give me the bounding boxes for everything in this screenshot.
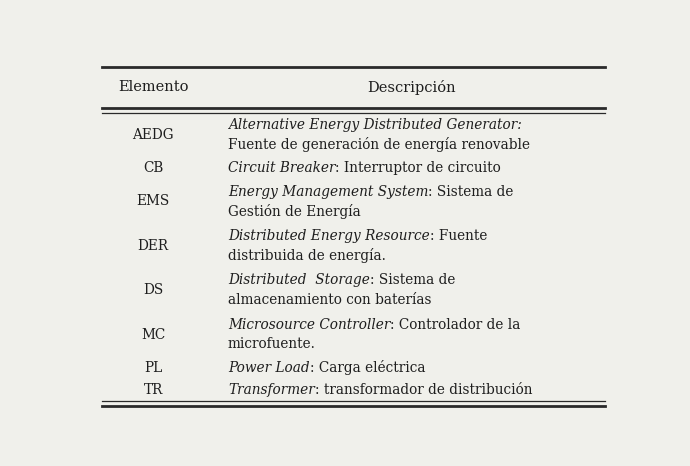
Text: TR: TR xyxy=(144,383,163,397)
Text: : Interruptor de circuito: : Interruptor de circuito xyxy=(335,161,501,175)
Text: DER: DER xyxy=(137,239,168,253)
Text: : Sistema de: : Sistema de xyxy=(428,185,514,199)
Text: MC: MC xyxy=(141,328,165,342)
Text: DS: DS xyxy=(143,283,164,297)
Text: Distributed Energy Resource: Distributed Energy Resource xyxy=(228,229,430,243)
Text: : Carga eléctrica: : Carga eléctrica xyxy=(310,360,425,375)
Text: CB: CB xyxy=(143,161,164,175)
Text: EMS: EMS xyxy=(137,194,170,208)
Text: : Fuente: : Fuente xyxy=(430,229,487,243)
Text: Energy Management System: Energy Management System xyxy=(228,185,428,199)
Text: AEDG: AEDG xyxy=(132,128,174,142)
Text: microfuente.: microfuente. xyxy=(228,337,316,351)
Text: : transformador de distribución: : transformador de distribución xyxy=(315,383,532,397)
Text: distribuida de energía.: distribuida de energía. xyxy=(228,248,386,263)
Text: Elemento: Elemento xyxy=(118,80,188,94)
Text: Microsource Controller: Microsource Controller xyxy=(228,318,391,332)
Text: Transformer: Transformer xyxy=(228,383,315,397)
Text: PL: PL xyxy=(144,361,162,375)
Text: almacenamiento con baterías: almacenamiento con baterías xyxy=(228,293,431,307)
Text: Distributed  Storage: Distributed Storage xyxy=(228,274,370,288)
Text: Fuente de generación de energía renovable: Fuente de generación de energía renovabl… xyxy=(228,137,530,152)
Text: Descripción: Descripción xyxy=(367,80,455,95)
Text: Power Load: Power Load xyxy=(228,361,310,375)
Text: Circuit Breaker: Circuit Breaker xyxy=(228,161,335,175)
Text: : Controlador de la: : Controlador de la xyxy=(391,318,521,332)
Text: Gestión de Energía: Gestión de Energía xyxy=(228,204,361,219)
Text: Alternative Energy Distributed Generator:: Alternative Energy Distributed Generator… xyxy=(228,118,522,132)
Text: : Sistema de: : Sistema de xyxy=(370,274,455,288)
